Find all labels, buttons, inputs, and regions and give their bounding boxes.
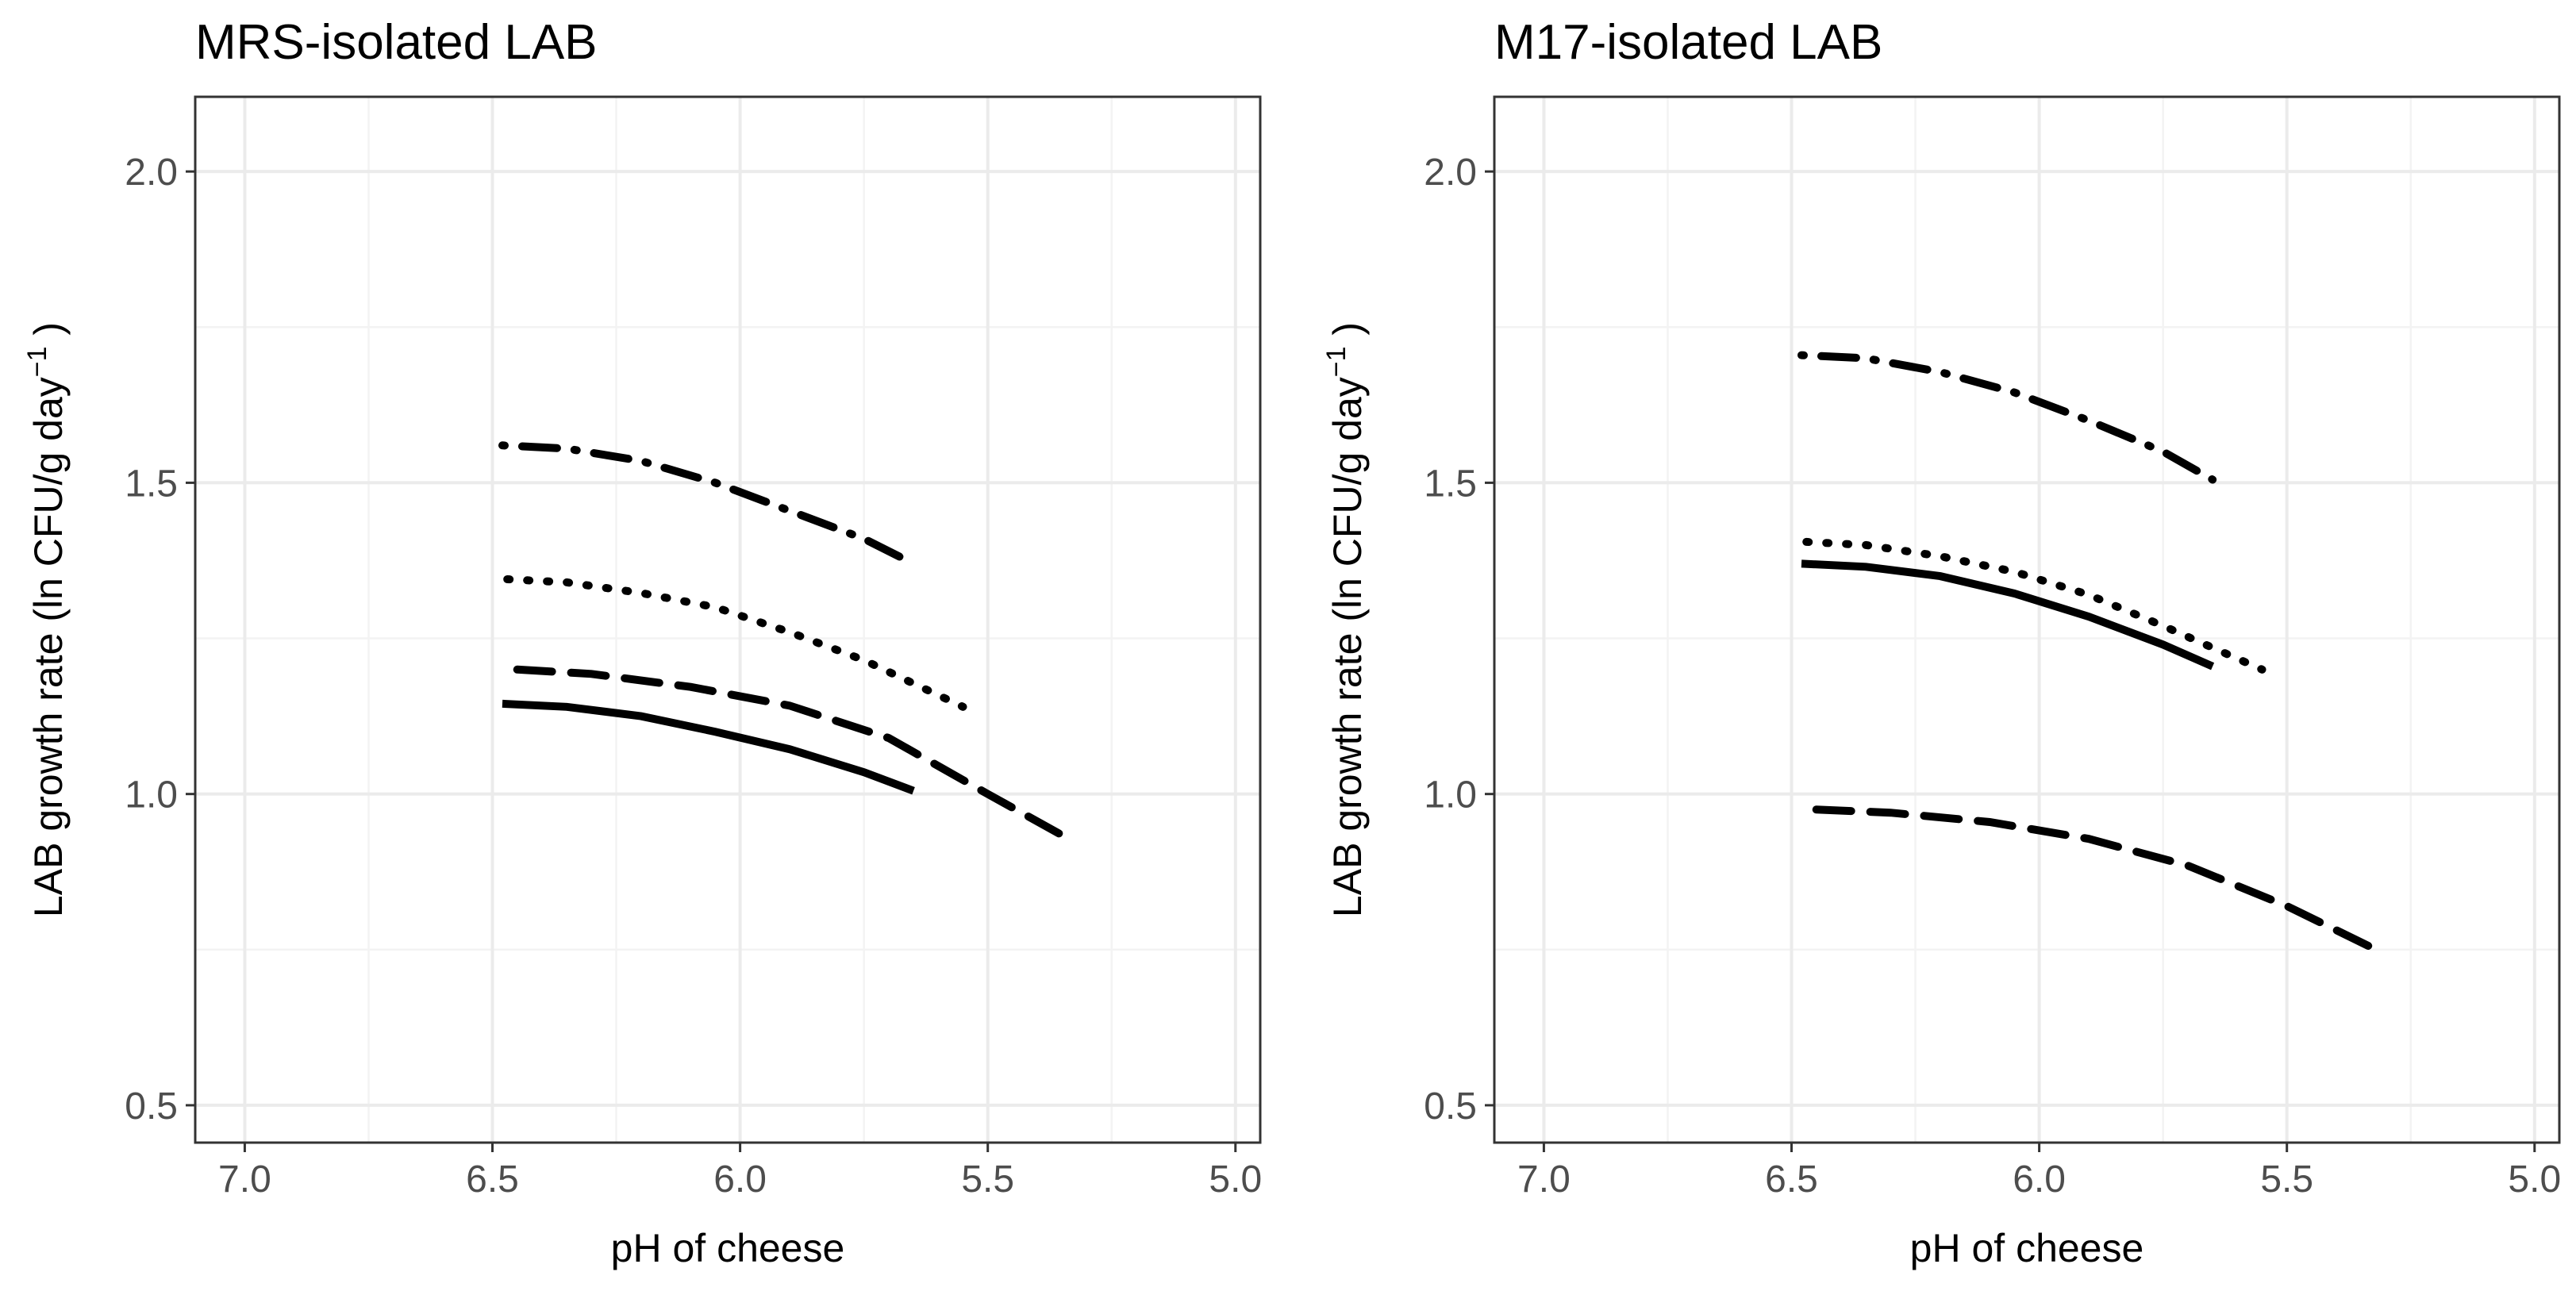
y-tick-label-2-0: 2.0 bbox=[1424, 152, 1477, 194]
series-line-dotdash bbox=[1797, 351, 2217, 484]
y-tick-label-0-5: 0.5 bbox=[125, 1085, 178, 1128]
x-tick-label-7-0: 7.0 bbox=[1517, 1158, 1571, 1201]
x-axis-title: pH of cheese bbox=[611, 1226, 845, 1270]
x-tick-label-6-0: 6.0 bbox=[713, 1158, 767, 1201]
y-tick-label-1-5: 1.5 bbox=[125, 463, 178, 505]
y-tick-label-1-0: 1.0 bbox=[125, 774, 178, 816]
series-line-dashed bbox=[513, 665, 1076, 845]
series-line-dotted bbox=[1802, 537, 2266, 674]
y-tick-label-1-0: 1.0 bbox=[1424, 774, 1477, 816]
y-axis-title-superscript: −1 bbox=[22, 346, 52, 377]
y-axis-title-superscript: −1 bbox=[1321, 346, 1351, 377]
x-axis-title: pH of cheese bbox=[1910, 1226, 2144, 1270]
plot-frame bbox=[194, 95, 1262, 1144]
y-axis-title-close: ) bbox=[1325, 322, 1370, 347]
x-tick-label-5-0: 5.0 bbox=[2508, 1158, 2561, 1201]
series-line-dashed bbox=[1812, 805, 2381, 954]
x-tick-label-6-5: 6.5 bbox=[466, 1158, 519, 1201]
panel-title: MRS-isolated LAB bbox=[195, 15, 598, 70]
plot-background bbox=[1494, 97, 2559, 1143]
series-line-solid bbox=[1801, 559, 2215, 670]
panel-title: M17-isolated LAB bbox=[1494, 15, 1882, 70]
y-tick-label-0-5: 0.5 bbox=[1424, 1085, 1477, 1128]
y-axis-title-main: LAB growth rate (ln CFU/g day bbox=[26, 377, 71, 917]
y-axis-title: LAB growth rate (ln CFU/g day−1 ) bbox=[22, 322, 71, 917]
x-tick-label-5-0: 5.0 bbox=[1209, 1158, 1262, 1201]
x-tick-label-6-0: 6.0 bbox=[2013, 1158, 2066, 1201]
x-tick-label-5-5: 5.5 bbox=[2260, 1158, 2313, 1201]
plot-background bbox=[195, 97, 1260, 1143]
series-line-dotdash bbox=[498, 441, 918, 568]
x-tick-label-5-5: 5.5 bbox=[961, 1158, 1014, 1201]
x-tick-label-6-5: 6.5 bbox=[1765, 1158, 1818, 1201]
y-axis-title: LAB growth rate (ln CFU/g day−1 ) bbox=[1321, 322, 1370, 917]
plot-frame bbox=[1493, 95, 2561, 1144]
y-tick-label-2-0: 2.0 bbox=[125, 152, 178, 194]
panel-m17-isolated-lab: 7.0 6.5 6.0 5.5 5.0 0.5 1.0 1.5 2.0 M17-isolated … bbox=[1321, 15, 2561, 1270]
y-tick-label-1-5: 1.5 bbox=[1424, 463, 1477, 505]
panel-mrs-isolated-lab: 7.0 6.5 6.0 5.5 5.0 0.5 1.0 1.5 2.0 MRS-isolated … bbox=[22, 15, 1262, 1270]
series-line-dotted bbox=[503, 575, 967, 711]
y-axis-title-close: ) bbox=[26, 322, 71, 347]
series-line-solid bbox=[502, 699, 915, 795]
y-axis-title-main: LAB growth rate (ln CFU/g day bbox=[1325, 377, 1370, 917]
x-tick-label-7-0: 7.0 bbox=[218, 1158, 271, 1201]
